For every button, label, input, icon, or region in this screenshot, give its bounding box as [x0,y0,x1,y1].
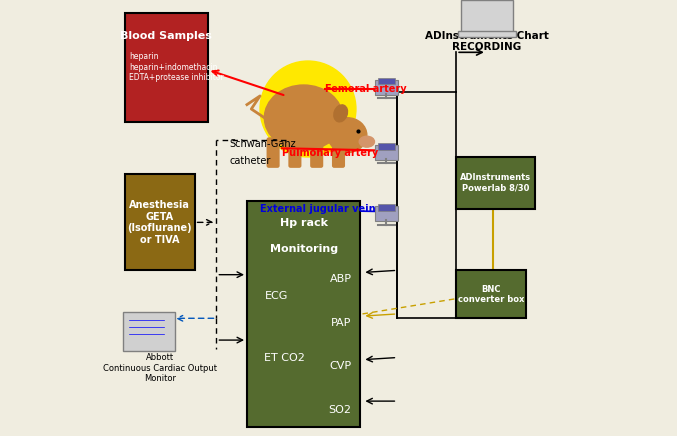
Text: Anesthesia
GETA
(Isoflurane)
or TIVA: Anesthesia GETA (Isoflurane) or TIVA [127,200,192,245]
Text: ECG: ECG [265,292,288,301]
Text: SO2: SO2 [328,405,351,415]
FancyBboxPatch shape [310,137,323,168]
Text: Femoral artery: Femoral artery [326,85,407,94]
Text: Monitoring: Monitoring [269,244,338,254]
FancyBboxPatch shape [378,78,395,84]
FancyBboxPatch shape [456,157,535,209]
Ellipse shape [334,105,347,122]
FancyBboxPatch shape [374,80,398,95]
FancyBboxPatch shape [267,137,280,168]
FancyBboxPatch shape [458,31,515,37]
Text: ADInstruments
Powerlab 8/30: ADInstruments Powerlab 8/30 [460,174,531,193]
Text: CVP: CVP [330,361,351,371]
FancyBboxPatch shape [378,204,395,211]
Text: Schwan-Ganz: Schwan-Ganz [230,139,296,149]
Text: PAP: PAP [331,318,351,327]
FancyBboxPatch shape [378,143,395,150]
Text: Abbott
Continuous Cardiac Output
Monitor: Abbott Continuous Cardiac Output Monitor [103,353,217,383]
Ellipse shape [265,85,343,150]
Text: Pulmonary artery: Pulmonary artery [282,148,378,157]
Text: catheter: catheter [230,157,271,166]
FancyBboxPatch shape [374,145,398,160]
Text: Blood Samples: Blood Samples [121,31,212,41]
Text: External jugular vein: External jugular vein [260,204,376,214]
FancyBboxPatch shape [460,0,513,35]
FancyBboxPatch shape [123,312,175,351]
FancyBboxPatch shape [456,270,526,318]
Ellipse shape [260,61,356,157]
Text: ADInstruments Chart
RECORDING: ADInstruments Chart RECORDING [424,31,548,52]
FancyBboxPatch shape [332,137,345,168]
Text: heparin
heparin+indomethacin
EDTA+protease inhibitor: heparin heparin+indomethacin EDTA+protea… [129,52,224,82]
Text: ABP: ABP [330,274,351,284]
FancyBboxPatch shape [125,174,194,270]
Text: BNC
converter box: BNC converter box [458,285,524,304]
FancyBboxPatch shape [288,137,301,168]
FancyBboxPatch shape [125,13,208,122]
FancyBboxPatch shape [247,201,360,427]
Text: Hp rack: Hp rack [280,218,328,228]
FancyBboxPatch shape [374,206,398,221]
Ellipse shape [328,118,367,153]
Ellipse shape [359,136,374,147]
Text: ET CO2: ET CO2 [265,353,305,362]
